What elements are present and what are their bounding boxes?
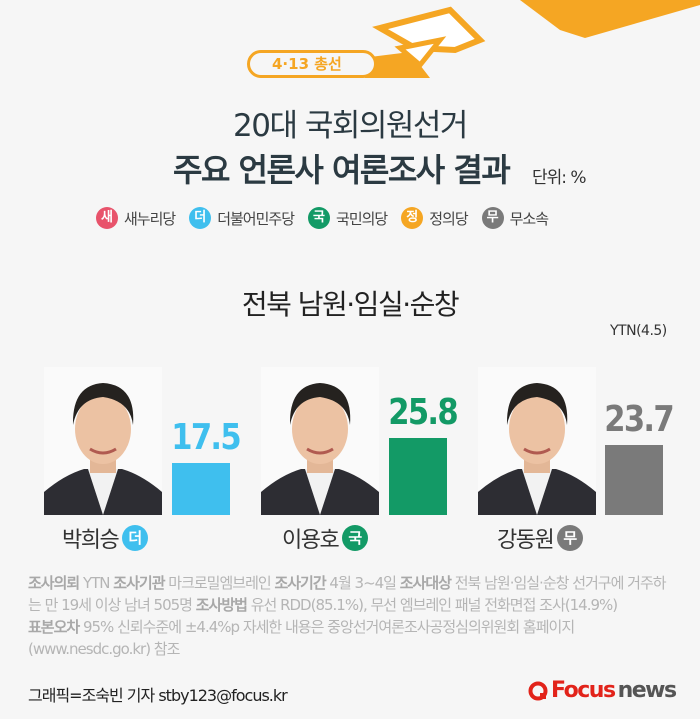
legend-item-justice: 정 정의당: [401, 207, 469, 229]
legend-label: 정의당: [429, 209, 468, 228]
party-badge: 새: [96, 207, 118, 229]
party-badge: 국: [308, 207, 331, 229]
bar-박희승: [172, 463, 230, 515]
note-value: 95% 신뢰수준에 ±4.4%p 자세한 내용은 중앙선거여론조사공정심의위원회…: [28, 618, 575, 658]
unit-label: 단위: %: [532, 168, 587, 188]
candidate-photo: [478, 367, 596, 515]
note-key: 조사방법: [195, 596, 248, 614]
note-key: 조사의뢰: [28, 574, 80, 592]
legend-label: 더불어민주당: [217, 209, 295, 228]
note-key: 표본오차: [28, 618, 80, 636]
graphic-credit: 그래픽=조숙빈 기자 stby123@focus.kr: [28, 686, 288, 705]
logo-text-focus: Focus: [551, 678, 616, 703]
party-legend: 새 새누리당 더 더불어민주당 국 국민의당 정 정의당 무 무소속: [96, 207, 549, 229]
note-value: 마크로밀엠브레인: [164, 574, 275, 592]
logo-mark-icon: [528, 681, 548, 700]
value-label: 25.8: [388, 392, 458, 434]
legend-item-kukmin: 국 국민의당: [308, 207, 388, 229]
note-key: 조사기간: [274, 574, 326, 592]
candidate-name-text: 이용호: [282, 528, 340, 553]
party-badge: 정: [401, 207, 424, 229]
party-badge: 더: [189, 207, 212, 229]
candidate-name-text: 박희승: [62, 528, 120, 553]
logo-text-news: news: [617, 678, 678, 703]
note-value: 유선 RDD(85.1%), 무선 엠브레인 패널 전화면접 조사(14.9%): [246, 596, 618, 614]
candidate-photo: [44, 367, 162, 515]
value-label: 17.5: [171, 417, 241, 459]
legend-label: 무소속: [509, 209, 549, 228]
candidate-name: 박희승 더: [62, 522, 149, 554]
note-key: 조사기관: [113, 574, 165, 592]
party-badge: 무: [557, 525, 584, 551]
candidate-name: 이용호 국: [282, 522, 369, 554]
note-key: 조사대상: [399, 574, 452, 592]
bar-이용호: [389, 438, 447, 515]
legend-item-independent: 무 무소속: [481, 207, 549, 229]
note-value: YTN: [79, 574, 114, 592]
ballot-hand-illustration: [362, 0, 700, 78]
legend-label: 국민의당: [336, 209, 388, 228]
poll-source: YTN(4.5): [610, 323, 667, 339]
candidate-name-text: 강동원: [497, 528, 555, 553]
note-value: 전북 남원·임실·순창 선거구에 거주하는 만 19세 이상 남녀 505명: [28, 574, 667, 614]
party-badge: 무: [481, 207, 504, 229]
value-label: 23.7: [604, 398, 674, 440]
party-badge: 더: [122, 525, 149, 551]
bar-강동원: [605, 444, 663, 515]
candidate-name: 강동원 무: [497, 522, 584, 554]
survey-notes: 조사의뢰 YTN 조사기관 마크로밀엠브레인 조사기간 4월 3~4일 조사대상…: [28, 572, 678, 660]
legend-label: 새누리당: [124, 209, 176, 228]
legend-item-saenuri: 새 새누리당: [96, 207, 176, 229]
region-title: 전북 남원·임실·순창: [241, 288, 460, 321]
title-line2: 주요 언론사 여론조사 결과: [173, 151, 511, 189]
party-badge: 국: [342, 525, 369, 551]
title-line1: 20대 국회의원선거: [233, 108, 468, 144]
legend-item-minjoo: 더 더불어민주당: [189, 207, 295, 229]
note-value: 4월 3~4일: [325, 574, 400, 592]
focusnews-logo: Focus news: [528, 678, 678, 703]
candidate-photo: [261, 367, 379, 515]
election-badge: 4·13 총선: [247, 50, 377, 78]
